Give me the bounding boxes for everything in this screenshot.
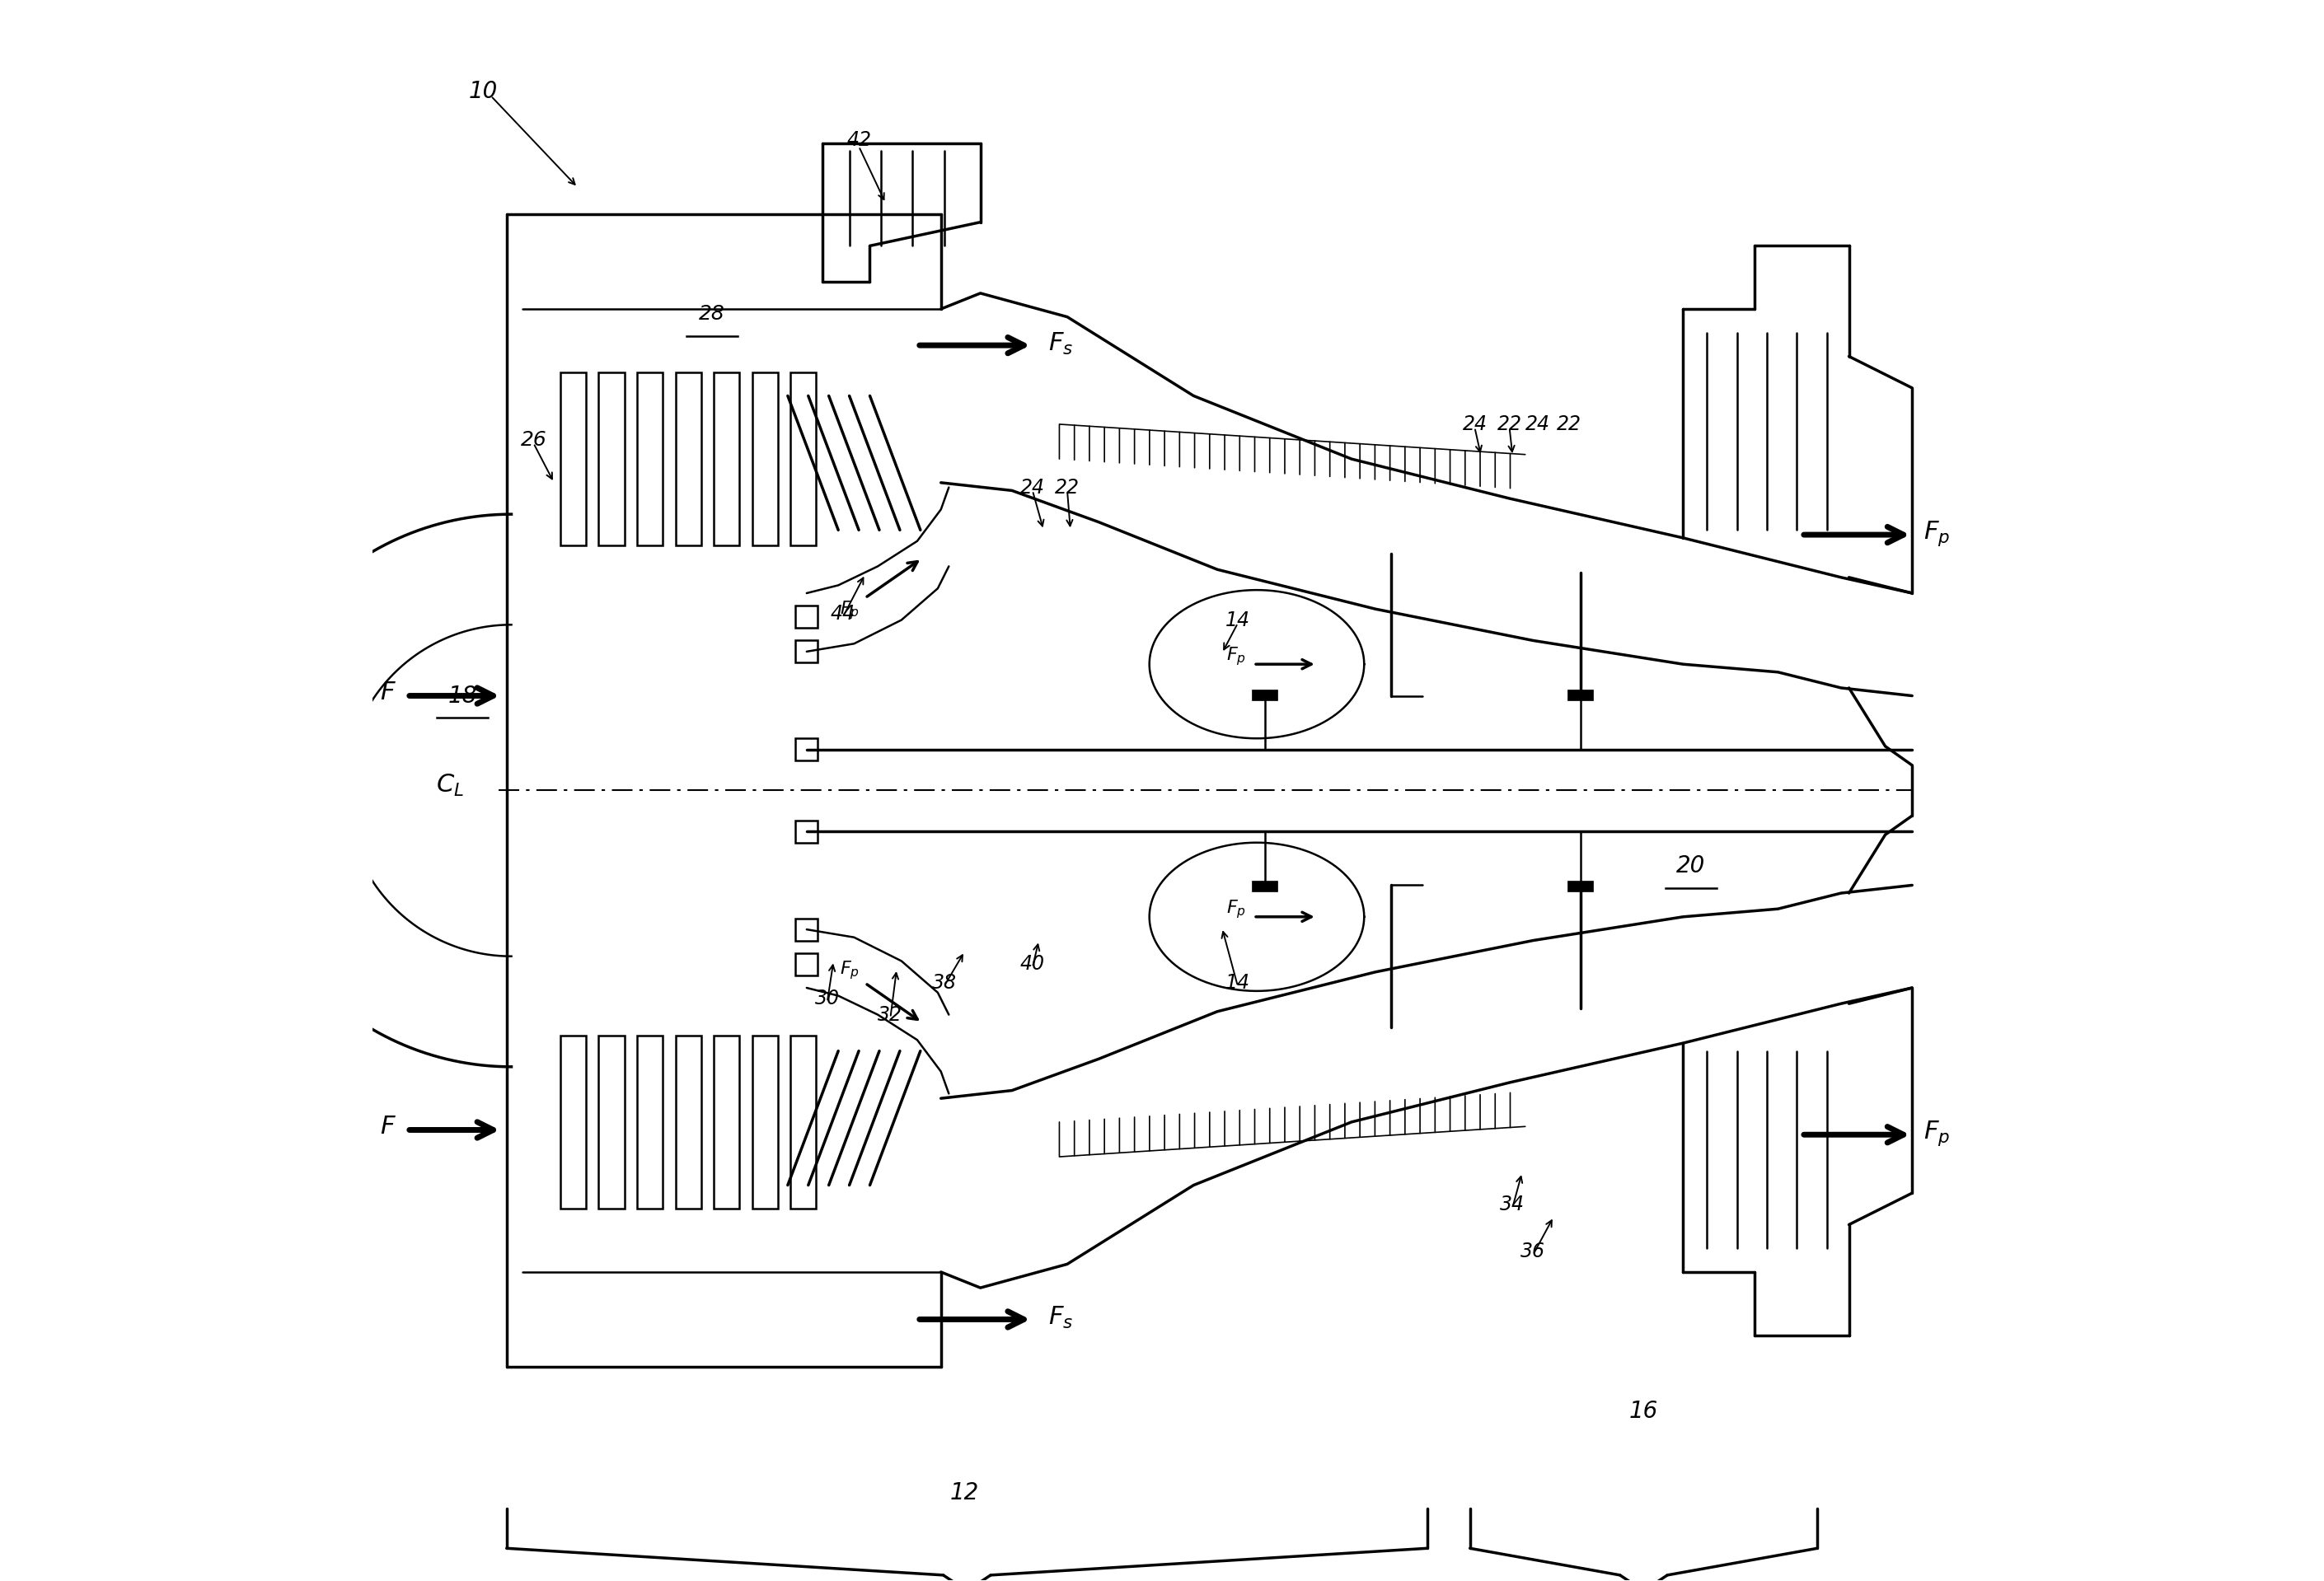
Text: 22: 22 [1557,414,1583,435]
Polygon shape [795,919,818,941]
Text: $F_p$: $F_p$ [839,960,860,982]
Text: $F_p$: $F_p$ [1227,898,1246,920]
Text: $F$: $F$ [379,681,395,705]
Text: 14: 14 [1225,610,1250,629]
Text: 34: 34 [1501,1194,1525,1214]
Text: 16: 16 [1629,1399,1659,1423]
Text: 26: 26 [521,430,546,451]
Polygon shape [795,738,818,760]
Text: $F_s$: $F_s$ [1048,330,1074,357]
Text: 28: 28 [700,304,725,324]
Text: 24: 24 [1020,477,1046,498]
Text: $F_p$: $F_p$ [1227,645,1246,667]
Text: 24: 24 [1525,414,1550,435]
Polygon shape [1569,881,1594,892]
Text: 44: 44 [830,604,855,623]
Text: 42: 42 [846,130,872,150]
Polygon shape [1253,689,1278,700]
Text: 38: 38 [932,974,957,993]
Polygon shape [795,953,818,975]
Text: 40: 40 [1020,955,1046,974]
Polygon shape [795,606,818,628]
Polygon shape [795,821,818,843]
Text: 20: 20 [1676,855,1706,877]
Text: 30: 30 [816,990,839,1009]
Text: 12: 12 [951,1481,978,1505]
Text: 36: 36 [1520,1241,1545,1262]
Text: 32: 32 [878,1006,902,1024]
Text: $F_p$: $F_p$ [1924,1119,1950,1148]
Polygon shape [1253,881,1278,892]
Text: 10: 10 [469,79,497,103]
Text: $F_p$: $F_p$ [1924,519,1950,547]
Text: $F$: $F$ [379,1115,395,1138]
Text: $F_s$: $F_s$ [1048,1304,1074,1331]
Polygon shape [1569,689,1594,700]
Polygon shape [795,640,818,662]
Text: $C_L$: $C_L$ [437,773,465,798]
Text: 22: 22 [1055,477,1081,498]
Text: 18: 18 [449,685,476,707]
Text: $F_p$: $F_p$ [839,599,860,621]
Text: 24: 24 [1462,414,1487,435]
Text: 22: 22 [1497,414,1522,435]
Text: 14: 14 [1225,974,1250,993]
